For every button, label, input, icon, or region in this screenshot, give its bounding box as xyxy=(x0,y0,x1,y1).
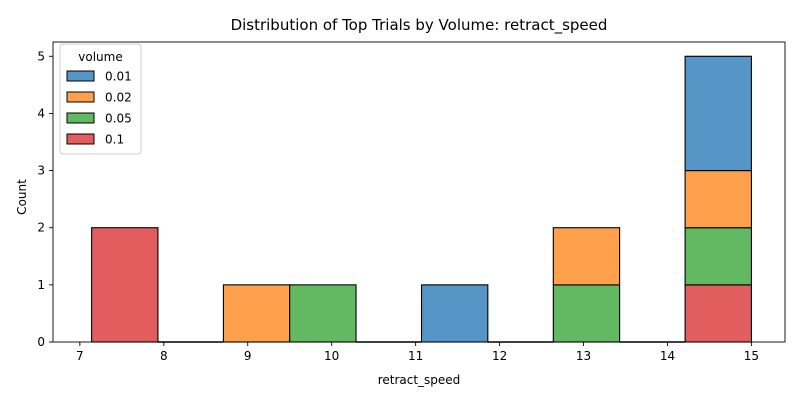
x-tick-label: 14 xyxy=(660,349,675,363)
x-tick-label: 13 xyxy=(576,349,591,363)
chart-title: Distribution of Top Trials by Volume: re… xyxy=(231,16,608,35)
x-tick-label: 7 xyxy=(76,349,84,363)
bar-0.01-bin-9 xyxy=(684,55,752,172)
bar-0.1-bin-9 xyxy=(684,284,752,343)
legend-swatch-0.1 xyxy=(66,133,95,145)
axes-frame xyxy=(52,41,786,343)
x-tick-label: 9 xyxy=(244,349,252,363)
y-tick-label: 0 xyxy=(37,335,45,349)
x-tick-label: 15 xyxy=(744,349,759,363)
x-tick-label: 10 xyxy=(324,349,339,363)
bar-0.05-bin-9 xyxy=(684,227,752,286)
legend-swatch-0.05 xyxy=(66,112,95,124)
bar-0.05-bin-7 xyxy=(552,284,621,343)
legend-title: volume xyxy=(78,50,122,64)
y-axis-label: Count xyxy=(15,179,29,215)
bar-0.05-bin-3 xyxy=(289,284,357,343)
bar-0.1-bin-0 xyxy=(91,227,159,343)
legend: volume 0.01 0.02 0.05 0.1 xyxy=(59,43,142,155)
y-tick-label: 2 xyxy=(37,221,45,235)
bar-0.02-bin-7 xyxy=(552,227,621,286)
bar-0.02-bin-2 xyxy=(222,284,291,343)
x-tick-label: 12 xyxy=(492,349,507,363)
x-tick-label: 11 xyxy=(408,349,423,363)
legend-label-0.1: 0.1 xyxy=(105,133,124,147)
y-tick-label: 1 xyxy=(37,278,45,292)
bar-0.01-bin-5 xyxy=(420,284,489,343)
legend-label-0.02: 0.02 xyxy=(105,91,132,105)
y-tick-label: 5 xyxy=(37,49,45,63)
x-axis-label: retract_speed xyxy=(378,373,461,387)
legend-swatch-0.02 xyxy=(66,91,95,103)
bar-0.02-bin-9 xyxy=(684,170,752,229)
x-tick-label: 8 xyxy=(160,349,168,363)
legend-swatch-0.01 xyxy=(66,70,95,82)
y-tick-label: 4 xyxy=(37,106,45,120)
legend-label-0.01: 0.01 xyxy=(105,70,132,84)
legend-label-0.05: 0.05 xyxy=(105,112,132,126)
y-tick-label: 3 xyxy=(37,164,45,178)
